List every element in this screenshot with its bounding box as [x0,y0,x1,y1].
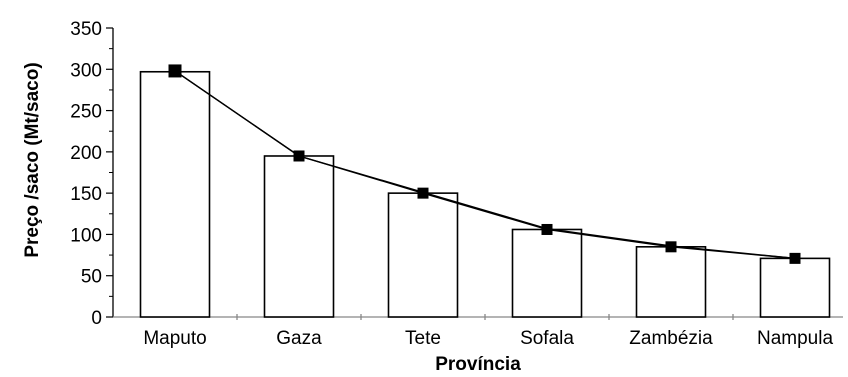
x-tick-label: Maputo [143,328,206,349]
y-tick-label: 150 [70,184,102,205]
bar-sofala [511,228,583,318]
data-point-marker [665,241,677,253]
x-axis-title: Província [435,354,521,375]
x-tick-label: Gaza [276,328,322,349]
lines-group [174,70,796,260]
bar-nampula [759,257,831,318]
bar-gaza [263,155,335,318]
y-tick-label: 100 [70,225,102,246]
data-point-marker [789,252,801,264]
tick-labels-group: 0 50 100 150 200 250 300 350 Maputo Gaza Tete Sofal… [70,19,833,349]
axes-group [106,27,843,320]
y-tick-label: 0 [91,308,102,329]
y-tick-label: 250 [70,102,102,123]
data-point-marker [417,187,429,199]
y-tick-label: 200 [70,143,102,164]
y-tick-label: 50 [81,267,102,288]
data-point-marker [168,64,182,78]
trend-line-2 [174,70,796,260]
bars-group [139,70,831,318]
markers-group [168,64,801,264]
bar-tete [387,192,459,318]
bar-zambézia [635,246,707,318]
bar-maputo [139,70,211,318]
x-tick-label: Zambézia [629,328,713,349]
x-tick-label: Sofala [520,328,574,349]
data-point-marker [541,223,553,235]
y-tick-label: 350 [70,19,102,40]
y-tick-label: 300 [70,60,102,81]
x-tick-label: Tete [405,328,441,349]
y-axis-title: Preço /saco (Mt/saco) [22,62,43,257]
data-point-marker [293,150,305,162]
x-tick-label: Nampula [757,328,833,349]
